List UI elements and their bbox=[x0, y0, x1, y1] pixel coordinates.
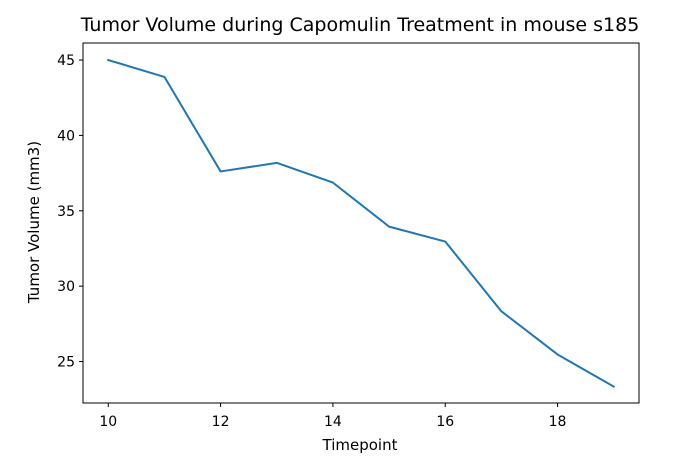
y-axis: 25 30 35 40 45 bbox=[57, 53, 83, 371]
chart-title: Tumor Volume during Capomulin Treatment … bbox=[80, 14, 640, 36]
x-tick-label: 14 bbox=[324, 414, 342, 430]
plot-frame bbox=[82, 42, 640, 404]
x-axis-label: Timepoint bbox=[322, 436, 398, 454]
x-tick-label: 12 bbox=[212, 414, 230, 430]
series-line-0 bbox=[107, 58, 616, 388]
y-tick-label: 35 bbox=[57, 204, 75, 220]
plot-area bbox=[107, 58, 616, 388]
x-tick-label: 16 bbox=[436, 414, 454, 430]
y-tick-label: 30 bbox=[57, 279, 75, 295]
y-tick-label: 45 bbox=[57, 53, 75, 69]
x-axis: 10 12 14 16 18 bbox=[99, 403, 566, 430]
x-tick-label: 10 bbox=[99, 414, 117, 430]
x-tick-label: 18 bbox=[549, 414, 567, 430]
y-tick-label: 40 bbox=[57, 128, 75, 144]
y-tick-label: 25 bbox=[57, 355, 75, 371]
y-axis-label: Tumor Volume (mm3) bbox=[25, 141, 43, 304]
